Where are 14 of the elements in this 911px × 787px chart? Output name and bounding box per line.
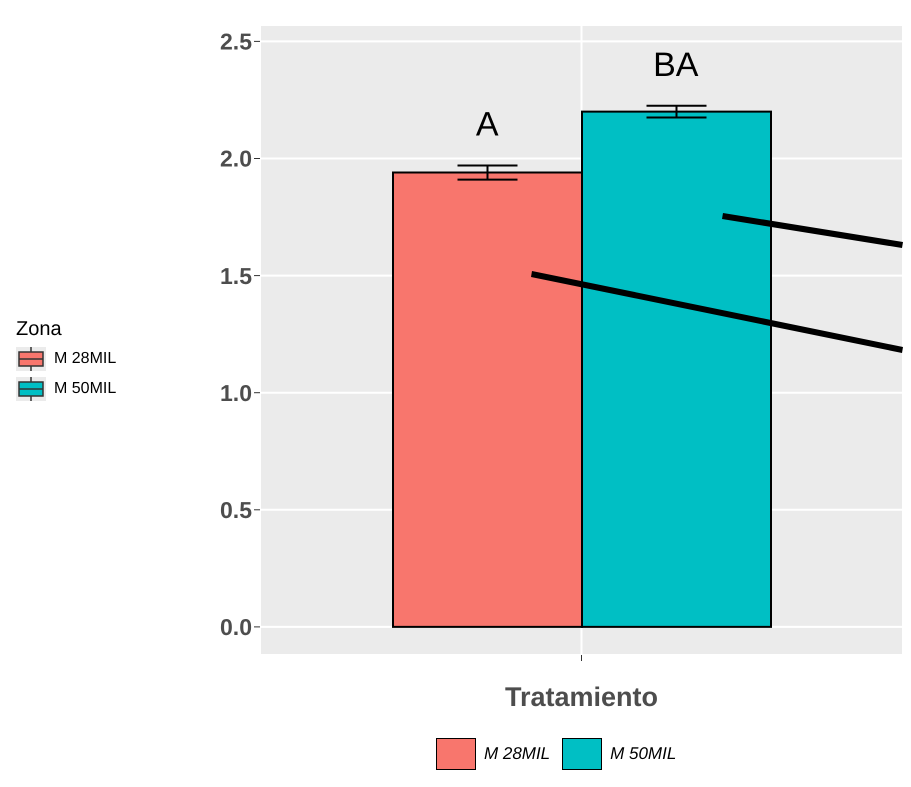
y-tick-label: 0.0: [220, 614, 252, 640]
text: M 50MIL: [54, 380, 116, 397]
annotation: A: [476, 106, 499, 144]
legend-label: M 28MIL: [484, 744, 550, 764]
text: M 28MIL: [54, 350, 116, 367]
y-tick-label: 0.5: [220, 496, 252, 523]
legend-title: Zona: [16, 318, 63, 341]
annotation: BA: [653, 46, 699, 84]
legend-label: M 50MIL: [610, 744, 676, 764]
y-tick-label: 2.5: [220, 28, 252, 55]
y-tick-label: 2.0: [220, 146, 252, 172]
y-tick-label: 1.0: [220, 380, 252, 406]
y-tick-label: 1.5: [220, 262, 252, 289]
x-axis-title: Tratamiento: [504, 682, 658, 712]
